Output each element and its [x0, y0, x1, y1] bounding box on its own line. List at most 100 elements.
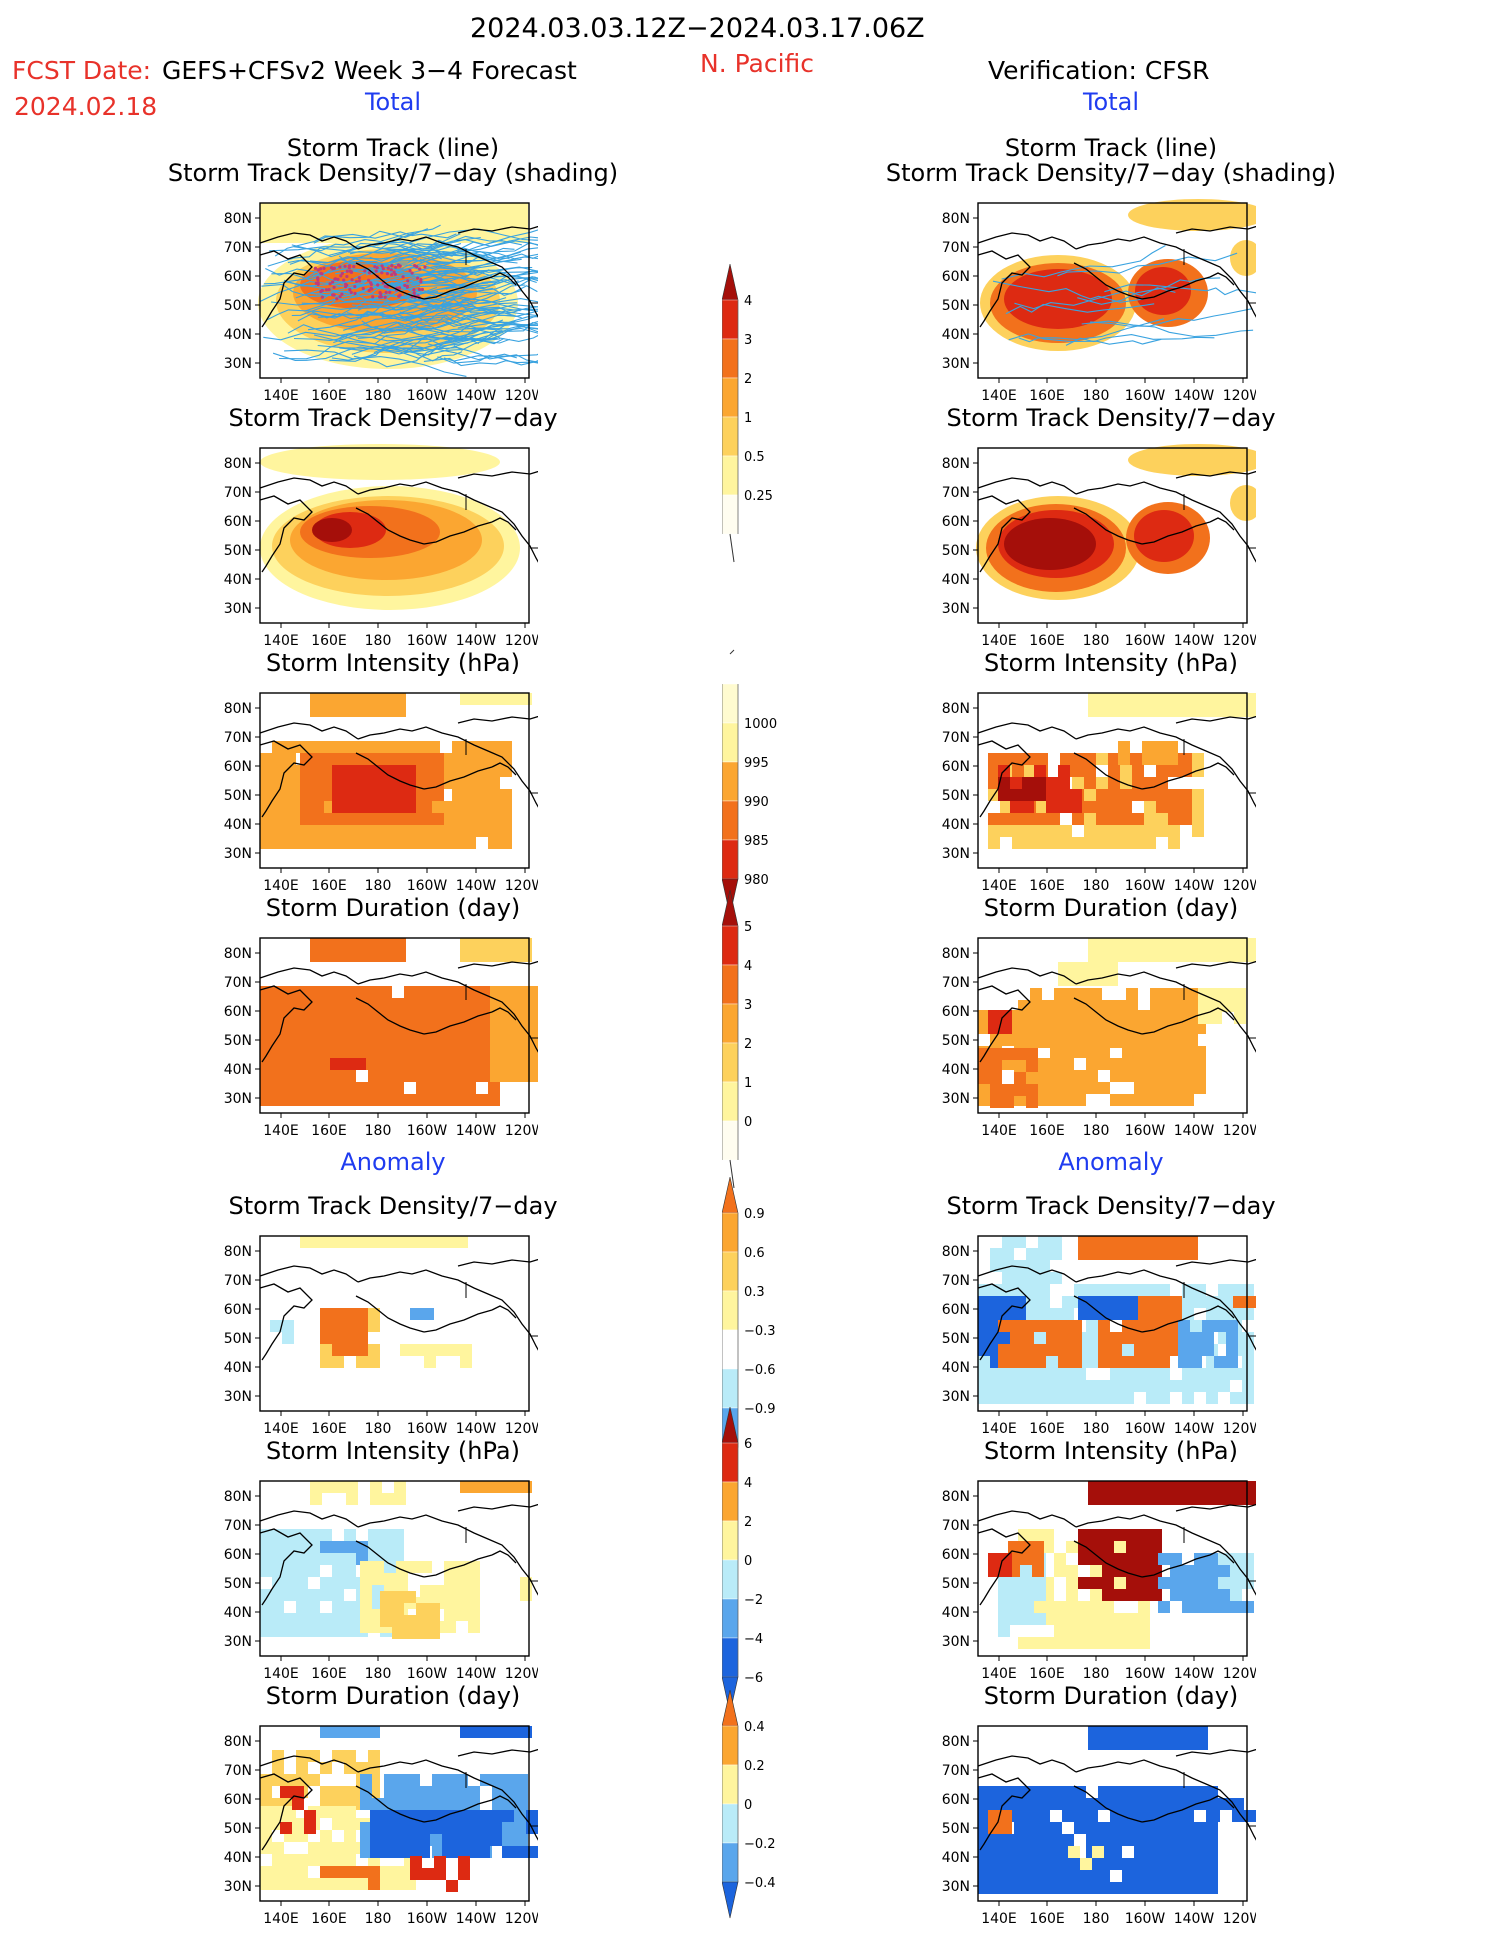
lat-tick-label: 40N — [942, 1062, 970, 1078]
lat-tick-label: 40N — [224, 1850, 252, 1866]
lat-tick-label: 50N — [224, 1033, 252, 1049]
verification-title: Verification: CFSR — [988, 56, 1210, 85]
left-track-map: 80N 70N 60N 50N 40N 30N 140E 160E 180 160W 140W 120… — [200, 195, 625, 418]
lat-tick-label: 80N — [942, 1489, 970, 1505]
lat-tick-label: 70N — [942, 1273, 970, 1289]
intensity-total-colorbar: 1000 995 990 985 980 — [721, 648, 812, 923]
colorbar-segment — [721, 1368, 739, 1409]
lon-tick-label: 160E — [1029, 878, 1065, 894]
colorbar-segment — [721, 761, 739, 802]
lat-tick-label: 60N — [942, 1004, 970, 1020]
right-duration-title: Storm Duration (day) — [983, 894, 1239, 922]
lon-tick-label: 180 — [365, 1123, 392, 1139]
lon-tick-label: 160W — [1125, 1421, 1166, 1437]
lat-tick-label: 60N — [942, 269, 970, 285]
lon-tick-label: 160W — [1125, 388, 1166, 404]
lat-tick-label: 80N — [224, 1244, 252, 1260]
colorbar-tick-label: 0.25 — [744, 489, 773, 504]
right-track-map: 80N 70N 60N 50N 40N 30N 140E 160E 180 160W 140W 120… — [918, 195, 1307, 418]
lon-tick-label: 160E — [311, 388, 347, 404]
lat-tick-label: 60N — [224, 1302, 252, 1318]
left-anom-duration-title: Storm Duration (day) — [265, 1682, 521, 1710]
lat-tick-label: 80N — [942, 1244, 970, 1260]
lat-tick-label: 50N — [224, 1821, 252, 1837]
lat-tick-label: 80N — [224, 946, 252, 962]
lat-tick-label: 50N — [224, 1331, 252, 1347]
colorbar-segment — [721, 1003, 739, 1044]
lon-tick-label: 160W — [1125, 1666, 1166, 1682]
lon-tick-label: 140W — [1174, 1911, 1215, 1927]
map-svg: 80N 70N 60N 50N 40N 30N 140E 160E 180 160W 140W 120… — [224, 1725, 589, 1927]
right-anom-duration-map: 80N 70N 60N 50N 40N 30N 140E 160E 180 160W 140W 120… — [918, 1718, 1307, 1941]
density-total-colorbar: 4 3 2 1 0.5 0.25 — [721, 263, 812, 578]
lat-tick-label: 70N — [942, 485, 970, 501]
colorbar-tick-label: −0.6 — [744, 1363, 776, 1378]
lon-tick-label: 160W — [407, 1911, 448, 1927]
lon-tick-label: 160E — [311, 1421, 347, 1437]
colorbar-tick-label: 2 — [744, 1037, 752, 1052]
right-anom-density-title: Storm Track Density/7−day — [946, 1192, 1276, 1220]
colorbar-tick-label: −0.9 — [744, 1402, 776, 1417]
lat-tick-label: 70N — [224, 240, 252, 256]
lat-tick-label: 70N — [224, 485, 252, 501]
lat-tick-label: 50N — [942, 298, 970, 314]
lon-tick-label: 160W — [407, 1666, 448, 1682]
lat-tick-label: 60N — [224, 1547, 252, 1563]
lat-tick-label: 70N — [224, 1273, 252, 1289]
lat-tick-label: 40N — [942, 1605, 970, 1621]
lon-tick-label: 140W — [456, 1911, 497, 1927]
left-anom-density-map: 80N 70N 60N 50N 40N 30N 140E 160E 180 160W 140W 120… — [200, 1228, 589, 1451]
right-anom-intensity-map: 80N 70N 60N 50N 40N 30N 140E 160E 180 160W 140W 120… — [918, 1473, 1307, 1696]
lat-tick-label: 40N — [224, 1605, 252, 1621]
lon-tick-label: 160W — [407, 388, 448, 404]
lat-tick-label: 30N — [224, 1879, 252, 1895]
lon-tick-label: 140E — [263, 1123, 299, 1139]
colorbar-tick-label: 985 — [744, 834, 769, 849]
colorbar-tick-label: 3 — [744, 998, 752, 1013]
lat-tick-label: 70N — [942, 730, 970, 746]
colorbar-tick-label: 0.9 — [744, 1207, 765, 1222]
lat-tick-label: 40N — [942, 1850, 970, 1866]
right-intensity-title: Storm Intensity (hPa) — [984, 649, 1238, 677]
lon-tick-label: 120W — [1223, 1123, 1256, 1139]
colorbar-segment — [721, 1329, 739, 1370]
map-svg: 80N 70N 60N 50N 40N 30N 140E 160E 180 160W 140W 120… — [942, 1725, 1307, 1927]
lon-tick-label: 160W — [407, 633, 448, 649]
lat-tick-label: 80N — [942, 211, 970, 227]
right-anom-duration-title: Storm Duration (day) — [983, 1682, 1239, 1710]
lat-tick-label: 50N — [224, 543, 252, 559]
lon-tick-label: 120W — [505, 878, 538, 894]
colorbar-bottom-triangle — [721, 1881, 739, 1919]
lat-tick-label: 60N — [942, 1792, 970, 1808]
lon-tick-label: 140E — [981, 878, 1017, 894]
lat-tick-label: 50N — [942, 1821, 970, 1837]
lon-tick-label: 140E — [981, 633, 1017, 649]
lon-tick-label: 160E — [311, 1666, 347, 1682]
lon-tick-label: 160E — [311, 1911, 347, 1927]
right-density-title: Storm Track Density/7−day — [946, 404, 1276, 432]
lon-tick-label: 160W — [407, 878, 448, 894]
lon-tick-label: 160E — [311, 633, 347, 649]
left-intensity-title: Storm Intensity (hPa) — [266, 649, 520, 677]
colorbar-tick-label: −0.4 — [744, 1876, 776, 1891]
lat-tick-label: 60N — [224, 514, 252, 530]
lon-tick-label: 140E — [981, 1123, 1017, 1139]
lon-tick-label: 140E — [263, 1421, 299, 1437]
colorbar-segment — [721, 338, 739, 379]
lat-tick-label: 40N — [942, 817, 970, 833]
lon-tick-label: 180 — [1083, 1123, 1110, 1139]
colorbar-segment — [721, 722, 739, 763]
lon-tick-label: 120W — [505, 1421, 538, 1437]
lon-tick-label: 140E — [263, 878, 299, 894]
lon-tick-label: 180 — [365, 633, 392, 649]
fcst-date-label: FCST Date: — [12, 56, 152, 85]
lon-tick-label: 140E — [981, 1421, 1017, 1437]
colorbar-segment — [721, 1081, 739, 1122]
lat-tick-label: 70N — [224, 975, 252, 991]
colorbar-top-triangle — [721, 1689, 739, 1727]
lat-tick-label: 40N — [942, 1360, 970, 1376]
left-track-line-title: Storm Track (line) — [286, 134, 500, 162]
lon-tick-label: 160E — [1029, 1421, 1065, 1437]
right-density-map: 80N 70N 60N 50N 40N 30N 140E 160E 180 160W 140W 120… — [918, 440, 1307, 663]
map-svg: 80N 70N 60N 50N 40N 30N 140E 160E 180 160W 140W 120… — [224, 1235, 589, 1437]
